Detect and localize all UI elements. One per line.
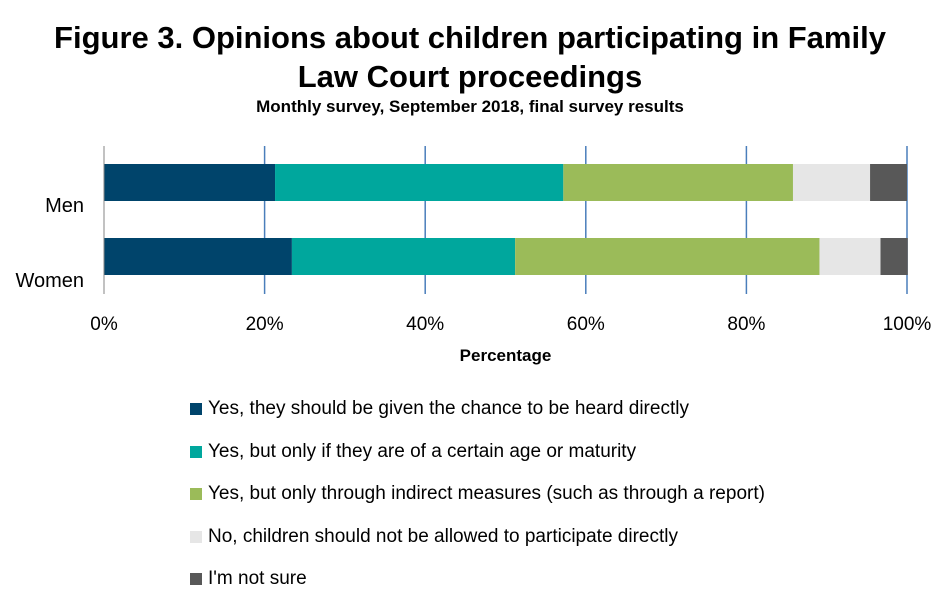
bar-segment — [792, 164, 871, 201]
chart-subtitle: Monthly survey, September 2018, final su… — [256, 97, 684, 116]
legend-swatch — [190, 445, 202, 458]
bar-segment — [275, 164, 564, 201]
x-axis-title: Percentage — [460, 346, 552, 365]
x-tick-label: 0% — [90, 314, 118, 335]
legend-swatch — [190, 573, 202, 585]
x-tick-label: 80% — [727, 314, 765, 335]
bar-segment — [104, 238, 292, 275]
bar-segment — [104, 164, 276, 201]
legend-label: Yes, they should be given the chance to … — [208, 398, 689, 419]
legend-item: I'm not sure — [190, 568, 765, 590]
legend-swatch — [190, 403, 202, 415]
x-tick-label: 20% — [246, 314, 284, 335]
legend-item: Yes, they should be given the chance to … — [190, 398, 765, 420]
legend-item: Yes, but only if they are of a certain a… — [190, 441, 765, 463]
chart-title-line-1: Figure 3. Opinions about children partic… — [54, 20, 886, 55]
bar-segment — [563, 164, 793, 201]
legend-label: Yes, but only if they are of a certain a… — [208, 440, 637, 462]
legend-label: No, children should not be allowed to pa… — [208, 525, 678, 547]
chart-title: Figure 3. Opinions about children partic… — [0, 18, 940, 96]
bar-segment — [870, 164, 907, 201]
x-tick-label: 40% — [406, 314, 444, 335]
bar-segment — [515, 238, 820, 275]
chart-title-line-2: Law Court proceedings — [297, 59, 643, 94]
legend-label: I'm not sure — [208, 568, 307, 589]
legend-swatch — [190, 488, 202, 500]
category-label: Women — [15, 270, 84, 292]
legend-item: No, children should not be allowed to pa… — [190, 526, 765, 548]
bar-segment — [880, 238, 908, 275]
x-tick-label: 60% — [567, 314, 605, 335]
legend-item: Yes, but only through indirect measures … — [190, 483, 765, 505]
legend-swatch — [190, 530, 202, 543]
stacked-bar-chart: Men Women 0% 20% 40% 60% 80% 100% Percentage — [15, 146, 932, 365]
chart-legend: Yes, they should be given the chance to … — [190, 398, 765, 611]
legend-label: Yes, but only through indirect measures … — [208, 483, 765, 504]
category-label: Men — [45, 195, 84, 217]
bar-segment — [291, 238, 516, 275]
bar-segment — [819, 238, 881, 275]
x-tick-label: 100% — [883, 314, 932, 335]
